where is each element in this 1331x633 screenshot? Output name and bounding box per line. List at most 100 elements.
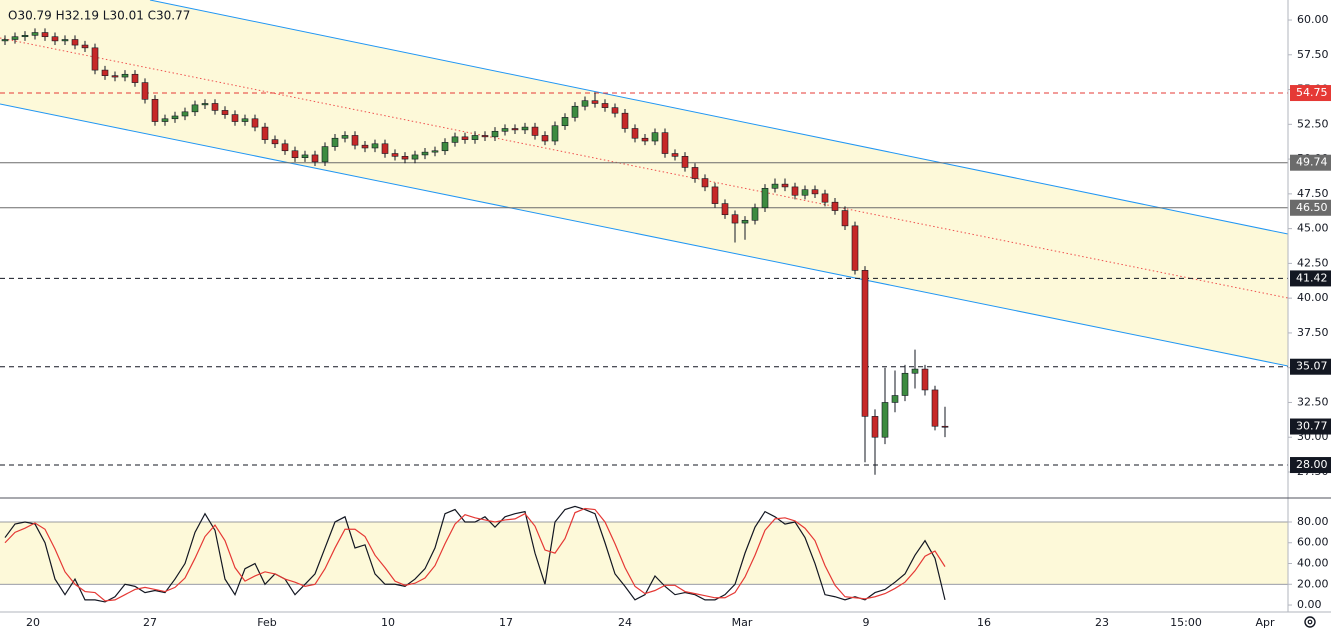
- candle-body: [761, 187, 769, 209]
- candle-body: [111, 75, 119, 78]
- candle-body: [531, 126, 539, 136]
- y-tick-label: 47.50: [1297, 187, 1329, 200]
- candle-body: [621, 112, 629, 129]
- candle-body: [401, 156, 409, 160]
- x-tick-label: Mar: [732, 616, 753, 629]
- x-tick-label: 24: [618, 616, 632, 629]
- level-label: 46.50: [1296, 201, 1328, 214]
- candle-body: [31, 32, 39, 36]
- candle-body: [301, 154, 309, 159]
- y-tick-label: 60.00: [1297, 536, 1329, 549]
- y-tick-label: 37.50: [1297, 326, 1329, 339]
- level-label-box: [1290, 199, 1331, 216]
- candle-body: [381, 143, 389, 154]
- candle-body: [491, 130, 499, 138]
- candle-body: [551, 125, 559, 142]
- candle-body: [871, 416, 879, 438]
- y-tick-label: 40.00: [1297, 557, 1329, 570]
- candle-body: [851, 225, 859, 271]
- candle-body: [521, 126, 529, 131]
- oscillator-line: [4, 507, 946, 602]
- candle-body: [921, 368, 929, 391]
- y-tick-label: 20.00: [1297, 577, 1329, 590]
- candle-body: [541, 135, 549, 142]
- candle-body: [791, 186, 799, 196]
- price-pane: [0, 0, 1288, 475]
- candle-body: [341, 135, 349, 139]
- level-label: 49.74: [1296, 156, 1328, 169]
- candle-body: [511, 128, 519, 131]
- y-tick-label: 42.50: [1297, 256, 1329, 269]
- candle-body: [661, 132, 669, 154]
- candle-body: [101, 69, 109, 76]
- candle-body: [281, 143, 289, 152]
- candle-body: [211, 103, 219, 111]
- candle-body: [411, 154, 419, 160]
- candle-body: [311, 154, 319, 163]
- level-label: 41.42: [1296, 271, 1328, 284]
- x-tick-label: 15:00: [1170, 616, 1202, 629]
- candle-body: [171, 115, 179, 120]
- channel-lower: [0, 103, 1288, 367]
- candle-body: [61, 39, 69, 42]
- x-tick-label: 9: [863, 616, 870, 629]
- candle-body: [81, 44, 89, 49]
- candle-body: [481, 135, 489, 138]
- candle-body: [451, 136, 459, 143]
- candle-body: [591, 100, 599, 104]
- candle-body: [841, 210, 849, 227]
- y-tick-label: 80.00: [1297, 515, 1329, 528]
- candle-body: [331, 137, 339, 147]
- candle-body: [91, 47, 99, 71]
- candle-body: [471, 135, 479, 140]
- candle-body: [581, 100, 589, 107]
- oscillator-band: [0, 521, 1288, 585]
- candle-body: [671, 153, 679, 157]
- candle-body: [931, 389, 939, 427]
- candle-body: [911, 368, 919, 374]
- candle-body: [731, 214, 739, 224]
- candle-body: [561, 117, 569, 127]
- channel-mid: [0, 37, 1288, 299]
- candle-body: [821, 193, 829, 203]
- level-label-box: [1290, 85, 1331, 102]
- candle-body: [431, 150, 439, 153]
- candle-body: [651, 132, 659, 142]
- channel-upper: [149, 0, 1288, 235]
- candle-body: [221, 110, 229, 115]
- candle-body: [181, 111, 189, 117]
- candle-body: [611, 107, 619, 114]
- settings-icon[interactable]: [1304, 616, 1316, 628]
- x-tick-label: 17: [499, 616, 513, 629]
- candle-body: [941, 425, 949, 428]
- candle-body: [271, 139, 279, 145]
- candle-body: [641, 137, 649, 142]
- candle-body: [121, 73, 129, 78]
- candle-body: [441, 142, 449, 152]
- oscillator-line: [4, 505, 946, 603]
- candle-body: [781, 183, 789, 188]
- x-tick-label: 10: [381, 616, 395, 629]
- candle-body: [601, 103, 609, 108]
- candle-body: [161, 118, 169, 122]
- candle-body: [801, 189, 809, 196]
- candle-body: [631, 128, 639, 139]
- y-tick-label: 0.00: [1297, 598, 1322, 611]
- level-label-box: [1290, 358, 1331, 375]
- candle-body: [1, 39, 9, 42]
- candle-body: [891, 395, 899, 403]
- candle-body: [201, 103, 209, 106]
- x-tick-label: 20: [26, 616, 40, 629]
- candle-body: [831, 201, 839, 211]
- y-tick-label: 57.50: [1297, 48, 1329, 61]
- level-label-box: [1290, 270, 1331, 287]
- x-tick-label: 23: [1095, 616, 1109, 629]
- candle-body: [691, 167, 699, 179]
- x-tick-label: 27: [143, 616, 157, 629]
- y-tick-label: 40.00: [1297, 291, 1329, 304]
- candle-body: [291, 150, 299, 159]
- x-tick-label: Feb: [257, 616, 276, 629]
- candle-body: [321, 146, 329, 163]
- level-label: 35.07: [1296, 360, 1328, 373]
